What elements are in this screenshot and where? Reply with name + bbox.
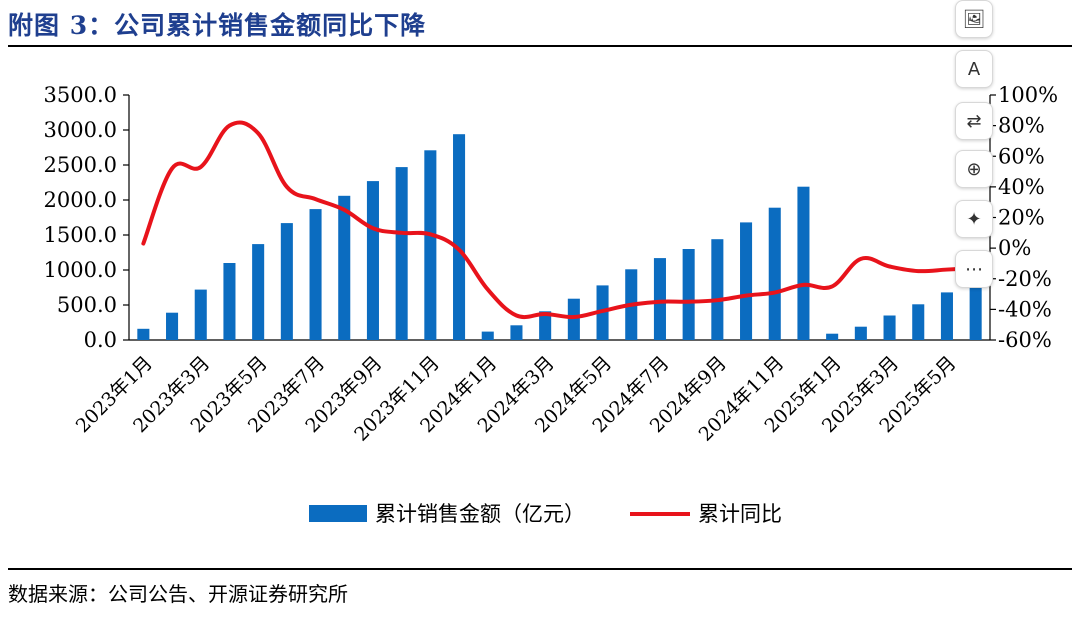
y-left-tick-label: 1000.0 [44,258,117,282]
bar [481,331,494,340]
bar [252,244,265,340]
y-left-tick-label: 500.0 [57,293,117,317]
bar [309,209,322,340]
bar [567,298,580,340]
y-right-tick-label: -40% [998,297,1052,321]
more-button[interactable]: ⋯ [955,250,993,288]
image-edit-icon: 🖼 [962,8,986,30]
bar [826,333,839,340]
text-style-button[interactable]: A [955,50,993,88]
yoy-line [141,120,978,320]
bar [883,315,896,340]
bar [424,150,437,340]
page-title: 附图 3：公司累计销售金额同比下降 [8,11,427,40]
more-icon: ⋯ [965,258,983,280]
chart: 0.0 500.0 1000.0 1500.0 2000.0 2500.0 3000.0 35… [44,83,1059,526]
zoom-in-icon: ⊕ [966,158,982,180]
bar [194,289,207,340]
bar [854,326,867,340]
y-left-tick-label: 3500.0 [44,83,117,107]
y-right-tick-label: 40% [998,175,1045,199]
title-divider [8,45,1072,47]
y-right-tick-label: 100% [998,83,1058,107]
bar [912,304,925,340]
bar [338,195,351,340]
magic-edit-button[interactable]: ✦ [955,200,993,238]
bar [366,181,379,340]
swap-button[interactable]: ⇄ [955,102,993,140]
bar [166,312,179,340]
bar [653,258,666,340]
source-note: 数据来源：公司公告、开源证券研究所 [8,582,348,606]
y-left-tick-label: 2000.0 [44,188,117,212]
bar [711,239,724,340]
y-right-tick-label: -60% [998,328,1052,352]
text-style-icon: A [967,58,981,80]
magic-edit-icon: ✦ [966,208,982,230]
bar [682,249,695,340]
bar [969,279,982,340]
y-left-tick-label: 0.0 [84,328,117,352]
floating-toolbar: 🖼 A ⇄ ⊕ ✦ ⋯ [953,0,993,290]
source-divider [8,568,1072,570]
y-left-tick-label: 1500.0 [44,223,117,247]
bar [797,186,810,340]
legend-line-label: 累计同比 [698,502,782,526]
y-left-tick-label: 3000.0 [44,118,117,142]
zoom-in-button[interactable]: ⊕ [955,150,993,188]
bar [280,223,293,340]
bar [740,222,753,340]
y-right-tick-label: -20% [998,267,1052,291]
y-right-tick-label: 80% [998,114,1045,138]
legend-bar-label: 累计销售金额（亿元） [375,502,585,526]
legend-bar-swatch [309,505,367,522]
y-right-tick-label: 20% [998,206,1045,230]
bar [940,292,953,340]
bar [510,325,523,340]
bar [453,134,466,340]
y-right-tick-label: 60% [998,144,1045,168]
swap-icon: ⇄ [966,110,982,132]
bar [539,311,552,340]
y-left-tick-label: 2500.0 [44,153,117,177]
bar [395,167,408,340]
bar [137,328,150,340]
y-right-tick-label: 0% [998,236,1031,260]
image-edit-button[interactable]: 🖼 [955,0,993,38]
bar [768,207,781,340]
bar [223,263,236,340]
